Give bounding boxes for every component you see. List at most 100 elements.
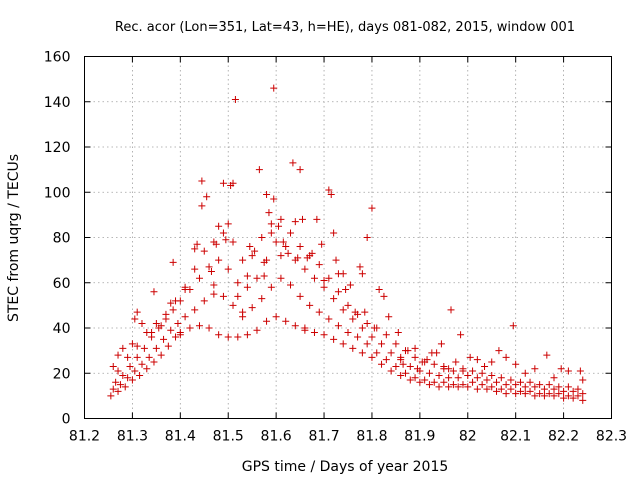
data-point xyxy=(296,292,304,300)
data-point xyxy=(325,186,333,194)
data-point xyxy=(126,362,134,370)
data-point xyxy=(140,344,148,352)
data-point xyxy=(516,378,524,386)
data-point xyxy=(502,353,510,361)
data-point xyxy=(358,349,366,357)
data-point xyxy=(406,362,414,370)
data-point xyxy=(200,297,208,305)
data-point xyxy=(287,229,295,237)
data-point xyxy=(344,301,352,309)
data-point xyxy=(119,344,127,352)
data-point xyxy=(167,326,175,334)
data-point xyxy=(224,220,232,228)
data-point xyxy=(368,353,376,361)
y-tick-label: 20 xyxy=(53,366,71,382)
data-point xyxy=(392,362,400,370)
data-point xyxy=(488,358,496,366)
y-tick-label: 160 xyxy=(44,50,71,66)
data-point xyxy=(579,390,587,398)
data-point xyxy=(116,381,124,389)
data-point xyxy=(296,243,304,251)
data-point xyxy=(205,324,213,332)
data-point xyxy=(574,392,582,400)
data-point xyxy=(411,344,419,352)
data-point xyxy=(363,340,371,348)
data-point xyxy=(195,322,203,330)
data-point xyxy=(253,274,261,282)
x-tick-label: 81.3 xyxy=(117,429,148,445)
data-point xyxy=(433,349,441,357)
data-point xyxy=(162,310,170,318)
data-point xyxy=(138,360,146,368)
data-point xyxy=(124,353,132,361)
data-point xyxy=(339,340,347,348)
data-point xyxy=(543,351,551,359)
data-point xyxy=(349,315,357,323)
x-tick-label: 81.9 xyxy=(404,429,435,445)
data-point xyxy=(536,390,544,398)
data-point xyxy=(334,288,342,296)
data-point xyxy=(172,297,180,305)
data-point xyxy=(205,263,213,271)
data-point xyxy=(186,324,194,332)
data-point xyxy=(339,270,347,278)
data-point xyxy=(564,367,572,375)
data-point xyxy=(351,308,359,316)
data-point xyxy=(303,254,311,262)
data-point xyxy=(114,351,122,359)
data-point xyxy=(512,360,520,368)
data-point xyxy=(212,240,220,248)
data-point xyxy=(368,333,376,341)
x-tick-label: 81.8 xyxy=(356,429,387,445)
data-point xyxy=(330,295,338,303)
data-point xyxy=(342,286,350,294)
data-point xyxy=(258,234,266,241)
data-point xyxy=(473,356,481,364)
data-point xyxy=(512,390,520,398)
data-point xyxy=(478,369,486,377)
data-point xyxy=(239,256,247,264)
data-point xyxy=(243,272,251,280)
data-point xyxy=(378,360,386,368)
data-point xyxy=(394,329,402,337)
data-point xyxy=(112,378,120,386)
data-point xyxy=(344,329,352,337)
data-point xyxy=(296,166,304,174)
data-point xyxy=(224,265,232,273)
y-tick-label: 0 xyxy=(62,412,71,428)
data-point xyxy=(330,229,338,237)
data-point xyxy=(234,333,242,341)
y-tick-labels: 0 20 40 60 80 100 120 140 160 xyxy=(44,50,71,428)
data-point xyxy=(107,392,115,400)
plot-frame xyxy=(84,56,612,419)
data-point xyxy=(198,177,206,185)
data-point xyxy=(138,319,146,327)
data-point xyxy=(447,306,455,314)
data-point xyxy=(521,390,529,398)
data-point xyxy=(361,308,369,316)
data-point xyxy=(526,387,534,395)
data-point xyxy=(507,385,515,393)
data-point xyxy=(332,256,340,264)
data-point xyxy=(181,313,189,321)
data-point xyxy=(574,385,582,393)
data-point xyxy=(354,333,362,341)
data-point xyxy=(392,340,400,348)
data-point xyxy=(219,229,227,237)
data-point xyxy=(267,220,275,228)
data-point xyxy=(157,351,165,359)
data-point xyxy=(418,358,426,366)
data-point xyxy=(507,376,515,384)
data-point xyxy=(481,362,489,370)
data-point xyxy=(397,372,405,380)
data-point xyxy=(375,286,383,294)
data-point xyxy=(495,347,503,355)
x-tick-label: 81.4 xyxy=(165,429,196,445)
data-point xyxy=(313,215,321,223)
x-tick-label: 82.2 xyxy=(548,429,579,445)
data-point xyxy=(435,383,443,391)
data-point xyxy=(150,288,158,296)
data-point xyxy=(576,367,584,375)
y-axis-label: STEC from uqrg / TECUs xyxy=(6,154,22,322)
data-point xyxy=(260,272,268,280)
